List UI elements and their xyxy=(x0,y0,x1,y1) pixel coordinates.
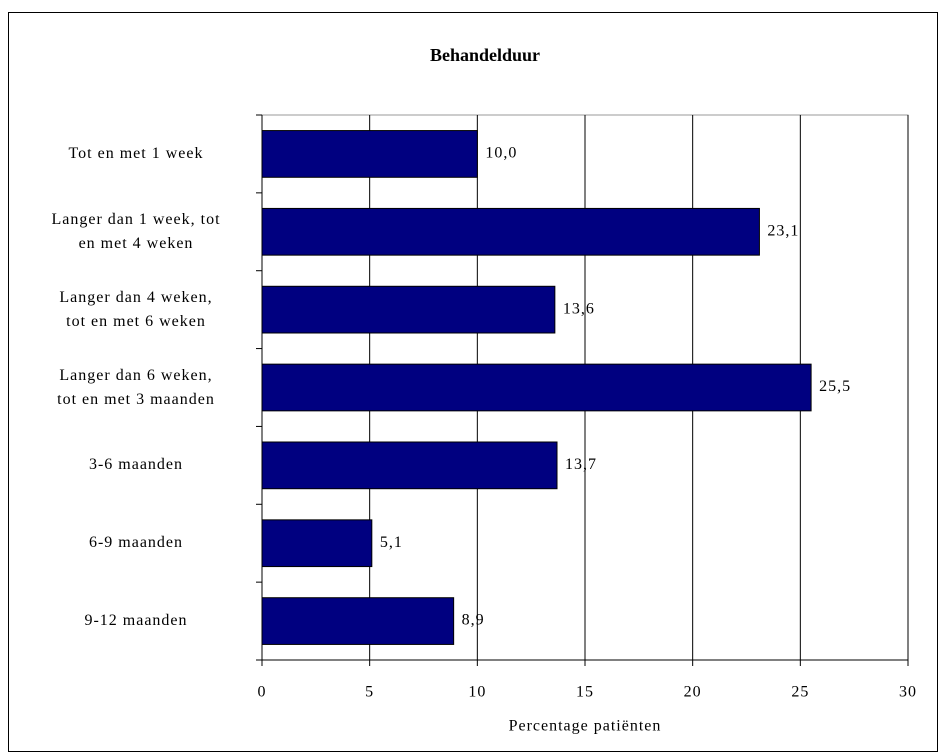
data-label: 8,9 xyxy=(462,612,485,629)
x-tick-label: 25 xyxy=(791,684,809,701)
x-tick-label: 10 xyxy=(468,684,486,701)
data-label: 10,0 xyxy=(485,145,517,162)
data-label: 13,7 xyxy=(565,456,597,473)
chart-title: Behandelduur xyxy=(430,45,540,65)
data-label: 25,5 xyxy=(819,378,851,395)
bar xyxy=(261,597,455,645)
y-tick-label: 9-12 maanden xyxy=(84,612,188,630)
bar xyxy=(261,363,812,412)
x-tick-label: 30 xyxy=(899,684,917,701)
bar xyxy=(261,441,558,490)
x-axis-title: Percentage patiënten xyxy=(509,718,662,735)
data-label: 23,1 xyxy=(767,222,799,239)
y-tick-label: 6-9 maanden xyxy=(88,534,184,552)
y-tick-label: 3-6 maanden xyxy=(88,456,184,474)
bar xyxy=(261,285,556,334)
x-tick-label: 20 xyxy=(684,684,702,701)
x-tick-label: 0 xyxy=(258,684,267,701)
y-tick-label: Langer dan 6 weken, tot en met 3 maanden xyxy=(57,366,215,408)
x-tick-label: 15 xyxy=(576,684,594,701)
x-tick-label: 5 xyxy=(365,684,374,701)
data-label: 5,1 xyxy=(380,534,403,551)
bar xyxy=(261,130,478,178)
bar xyxy=(261,207,760,256)
y-tick-label: Tot en met 1 week xyxy=(68,144,204,162)
bar xyxy=(261,519,373,568)
data-label: 13,6 xyxy=(563,300,595,317)
chart-frame xyxy=(8,12,938,752)
y-tick-label: Langer dan 4 weken, tot en met 6 weken xyxy=(59,288,213,330)
y-tick-label: Langer dan 1 week, tot en met 4 weken xyxy=(51,210,221,252)
